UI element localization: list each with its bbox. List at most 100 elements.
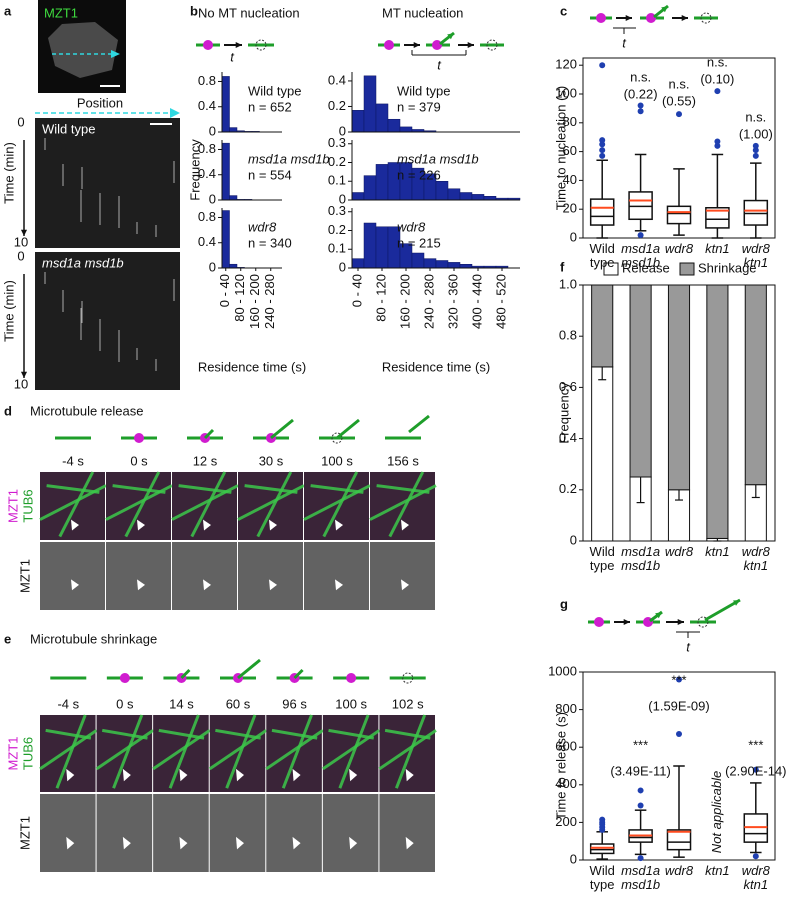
mzt1-dot	[346, 673, 357, 683]
scan-arrow-head	[111, 50, 120, 58]
y-tick-label: 0.3	[328, 203, 346, 218]
microtubule-signal	[95, 729, 154, 771]
y-tick-label: 0	[209, 259, 216, 274]
annotation: (3.49E-11)	[610, 763, 670, 778]
time-label: 96 s	[282, 696, 307, 711]
outlier	[676, 731, 682, 738]
annotation: (1.59E-09)	[648, 698, 709, 713]
arrowhead-marker	[179, 768, 188, 782]
histogram-bar	[471, 194, 485, 201]
x-tick-label: wdr8 ktn1	[741, 544, 770, 573]
y-tick-label: 200	[555, 814, 577, 829]
y-tick-label: 0	[339, 259, 346, 274]
bar-segment	[667, 284, 691, 491]
time-label: 102 s	[392, 696, 424, 711]
mzt1-dot	[646, 13, 656, 23]
microtubule-signal	[105, 484, 173, 521]
microtubule-signal	[45, 728, 92, 740]
y-tick-label: 0.1	[328, 173, 346, 188]
histogram-bar	[351, 192, 365, 201]
x-tick-label: ktn1	[705, 241, 730, 256]
annotation: (2.90E-14)	[725, 763, 786, 778]
x-tick-label: 80 - 120	[232, 274, 247, 322]
arrowhead-marker	[66, 836, 75, 850]
channel-label: MZT1	[5, 737, 20, 771]
outlier	[637, 802, 644, 809]
empty-site	[331, 432, 343, 444]
microtubule-signal	[112, 714, 144, 789]
cell-outline	[48, 22, 118, 78]
panel-label: g	[560, 596, 568, 611]
arrowhead-marker	[236, 836, 244, 850]
y-tick-label: 0.6	[559, 379, 577, 394]
outlier	[676, 111, 682, 118]
annotation: (0.22)	[624, 86, 658, 101]
y-tick-label: 0.8	[198, 209, 216, 224]
arrow-head	[681, 14, 688, 22]
bar-segment	[591, 366, 614, 542]
box	[666, 205, 692, 225]
x-tick-label: 160 - 200	[397, 274, 412, 329]
mzt1-dot	[596, 13, 606, 23]
panel-label: d	[4, 403, 12, 418]
arrowhead-marker	[405, 836, 414, 850]
arrow-head	[467, 41, 474, 49]
arrowhead-marker	[137, 519, 145, 531]
gray-micrograph	[266, 794, 322, 872]
y-tick-label: 0	[339, 191, 346, 206]
histogram-bar	[423, 258, 437, 269]
microtubule-signal	[168, 714, 200, 789]
bar-segment	[629, 284, 652, 478]
outlier	[714, 88, 721, 95]
panel-label: c	[560, 3, 567, 18]
microtubule-signal	[256, 471, 293, 538]
channel-label: MZT1	[5, 489, 20, 523]
y-tick-label: 0.4	[198, 234, 216, 249]
outlier	[599, 137, 606, 144]
arrowhead-marker	[335, 519, 343, 531]
arrowhead-marker	[292, 768, 301, 782]
x-tick-label: 240 - 280	[421, 274, 436, 329]
arrow-head	[235, 41, 242, 49]
branch-icon	[408, 414, 430, 434]
mzt1-dot	[384, 40, 394, 50]
microtubule-signal	[384, 728, 431, 740]
y-tick-label: 0	[339, 123, 346, 138]
x-tick-label: Wild type	[589, 863, 615, 892]
outlier	[752, 853, 759, 860]
histogram-bar	[387, 118, 401, 133]
panel-label: b	[190, 3, 198, 18]
annotation: (0.10)	[700, 71, 734, 86]
mzt1-dot	[119, 673, 130, 683]
arrowhead-marker	[401, 579, 409, 591]
microtubule-signal	[338, 714, 370, 789]
y-tick-label: 0.2	[328, 154, 346, 169]
mzt1-dot	[432, 40, 442, 50]
y-tick-label: 0.2	[328, 98, 346, 113]
microtubule-signal	[124, 471, 161, 538]
outlier	[714, 138, 721, 145]
plot-frame	[582, 671, 776, 861]
histogram-bar	[435, 260, 449, 269]
outlier	[637, 108, 644, 115]
time-label: 100 s	[335, 696, 367, 711]
y-tick-label: 0.1	[328, 241, 346, 256]
microtubule-signal	[237, 484, 305, 521]
histogram-bar	[375, 226, 389, 269]
branch-icon	[270, 418, 294, 440]
hist-n: n = 652	[248, 99, 292, 114]
outlier	[599, 816, 606, 823]
arrowhead-marker	[401, 519, 409, 531]
histogram-bar	[363, 222, 377, 269]
annotation: (1.00)	[739, 126, 773, 141]
kymograph	[35, 252, 180, 390]
hist-n: n = 215	[397, 235, 441, 250]
heading: MT nucleation	[382, 5, 463, 20]
bar-segment	[706, 284, 729, 539]
y-tick-label: 0.4	[198, 166, 216, 181]
histogram-bar	[221, 210, 230, 269]
microtubule-signal	[328, 728, 375, 740]
position-label: Position	[77, 95, 123, 110]
